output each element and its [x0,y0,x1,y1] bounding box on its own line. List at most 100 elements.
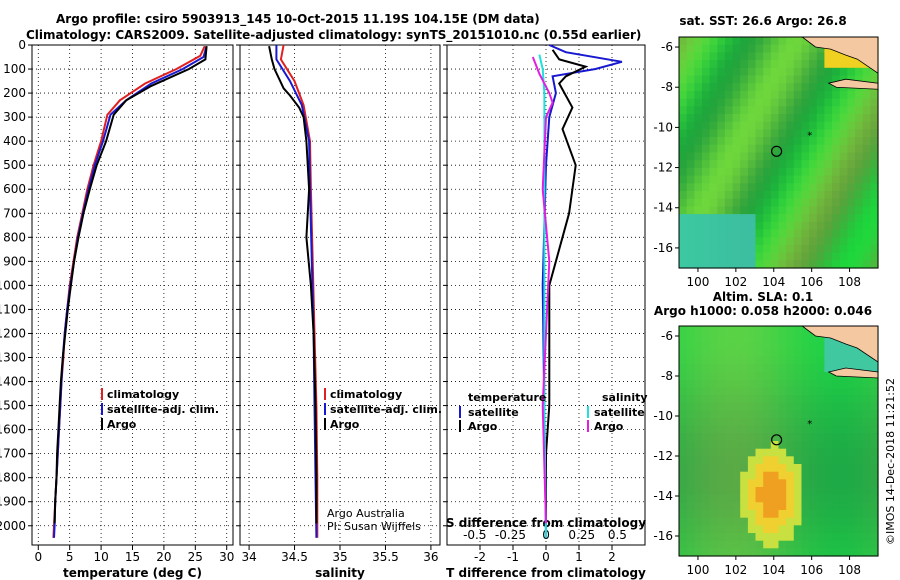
map-cell [732,441,741,450]
map-cell [740,260,749,269]
map-cell [755,191,764,200]
map-x-tick-label: 102 [724,275,747,289]
map-cell [832,52,841,61]
legend-label: Argo [107,418,137,431]
y-tick-label: 1300 [0,351,26,365]
map-cell [809,502,818,511]
map-cell [855,106,864,115]
map-cell [855,114,864,123]
map-cell [763,52,772,61]
map-cell [717,37,726,46]
map-cell [694,372,703,381]
map-cell [809,418,818,427]
map-cell [686,517,695,526]
map-cell [747,341,757,350]
map-cell [686,229,695,238]
map-cell [686,448,695,457]
map-cell [847,395,856,404]
map-cell [732,67,741,77]
map-cell [801,167,810,177]
map-cell [809,229,818,238]
map-cell [740,237,749,246]
map-cell [702,160,711,169]
map-cell [770,106,780,115]
map-cell [832,90,841,100]
map-cell [839,349,848,358]
map-cell [770,214,780,223]
map-cell [786,221,795,231]
map-cell [770,244,780,254]
map-cell [747,494,757,503]
x-tick-label-temperature: 15 [125,550,140,564]
legend-label: satellite-adj. clim. [107,403,219,416]
map-cell [724,364,734,373]
map-cell [717,379,726,388]
map-cell [786,137,795,146]
map-cell [717,244,726,254]
map-cell [793,387,803,396]
map-cell [816,237,826,246]
map-cell [717,433,726,442]
map-cell [832,160,841,169]
map-cell [862,198,871,207]
map-cell [793,137,803,146]
map-cell [755,471,764,480]
map-cell [824,221,833,231]
x-tick-label-temperature: 5 [66,550,74,564]
map-cell [732,60,741,69]
map-cell [839,183,848,192]
map-cell [740,60,749,69]
map-cell [793,206,803,215]
map-cell [855,356,864,365]
map-cell [870,517,879,526]
map-cell [740,114,749,123]
map-cell [809,237,818,246]
map-cell [793,448,803,457]
map-cell [755,387,764,396]
map-cell [747,510,757,519]
map-cell [816,379,826,388]
legend-label: satellite-adj. clim. [330,403,442,416]
map-cell [724,37,734,46]
map-cell [793,548,803,557]
map-cell [778,418,787,427]
map-cell [832,214,841,223]
x-tick-label-temperature: 20 [156,550,171,564]
map-cell [801,237,810,246]
map-cell [816,137,826,146]
map-cell [686,106,695,115]
map-cell [793,106,803,115]
map-cell [870,464,879,473]
map-cell [694,387,703,396]
map-cell [809,456,818,465]
map-cell [747,144,757,154]
map-cell [770,441,780,450]
map-cell [847,349,856,358]
map-cell [694,471,703,480]
map-cell [747,229,757,238]
map-cell [709,98,718,107]
map-y-tick-label: -8 [661,80,673,94]
map-cell [839,144,848,154]
map-cell [778,175,787,184]
map-cell [724,471,734,480]
map-cell [778,341,787,350]
map-cell [862,106,871,115]
map-cell [793,410,803,419]
map-cell [862,221,871,231]
map-cell [801,525,810,534]
map-cell [855,402,864,411]
map-cell [855,540,864,549]
map-cell [709,456,718,465]
map-cell [862,387,871,396]
map-cell [747,137,757,146]
map-cell [793,98,803,107]
map-cell [740,106,749,115]
map-cell [786,129,795,138]
map-cell [763,517,772,526]
map-cell [816,252,826,261]
map-cell [770,433,780,442]
map-cell [839,229,848,238]
map-cell [816,402,826,411]
map-cell [855,67,864,77]
